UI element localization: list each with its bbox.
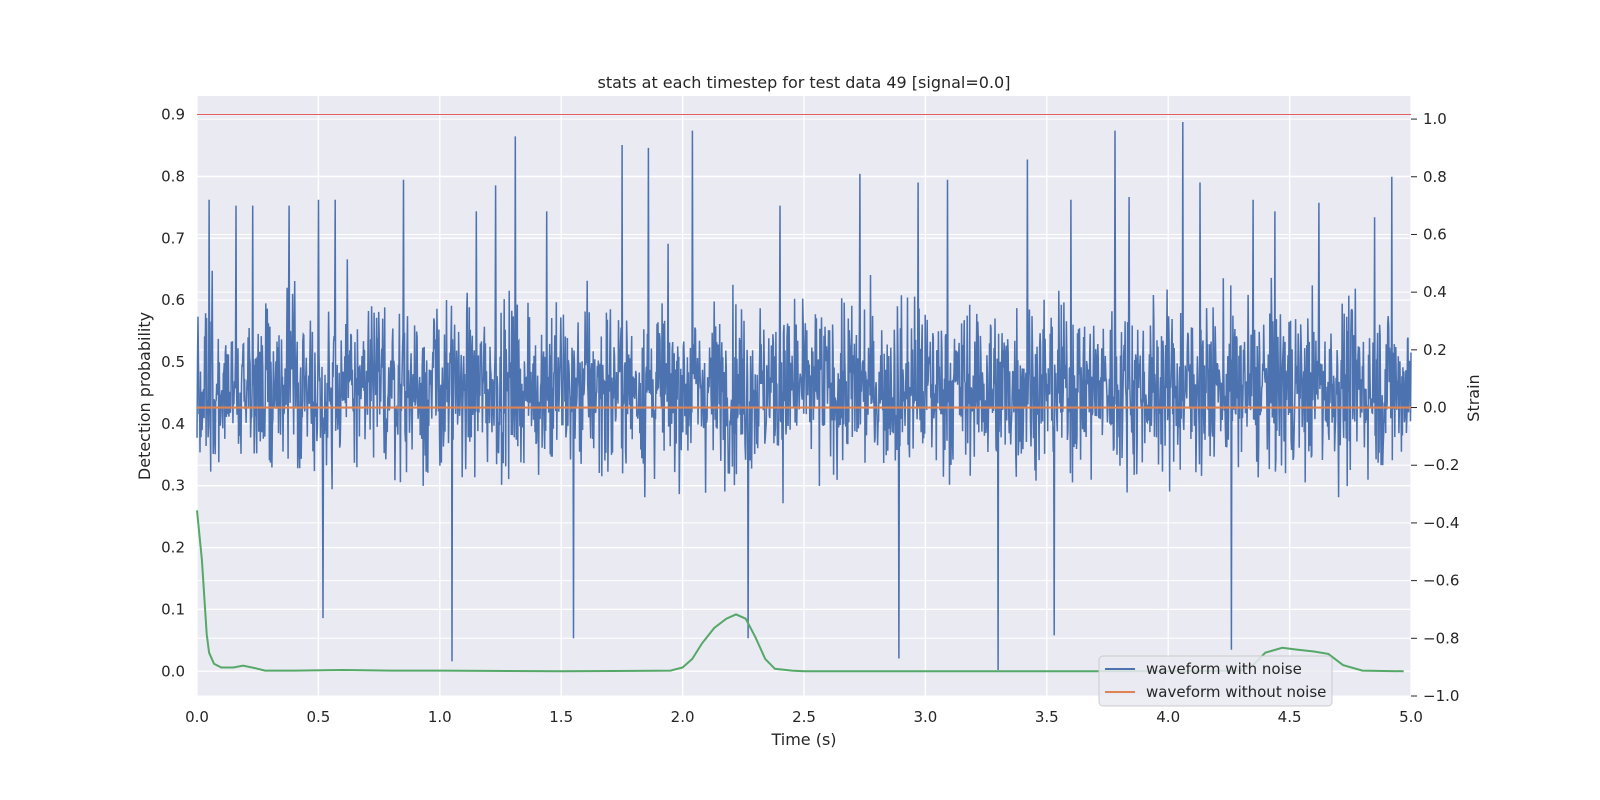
y-tick-label: 0.0 <box>161 662 185 680</box>
x-tick-label: 3.5 <box>1035 708 1059 726</box>
legend-label-noisy: waveform with noise <box>1146 660 1302 678</box>
y-tick-label: 0.3 <box>161 477 185 495</box>
y-tick-label: 0.6 <box>161 291 185 309</box>
y-tick-label: 0.5 <box>161 353 185 371</box>
legend-label-clean: waveform without noise <box>1146 683 1326 701</box>
y-tick-label: 0.4 <box>161 415 185 433</box>
y2-tick-label: 0.0 <box>1423 399 1447 417</box>
y-tick-label: 0.7 <box>161 229 185 247</box>
y-axis-label: Detection probability <box>135 312 154 480</box>
x-axis-ticks: 0.0 0.5 1.0 1.5 2.0 2.5 3.0 3.5 4.0 4.5 5.0 <box>185 708 1423 726</box>
y2-tick-label: 0.6 <box>1423 225 1447 243</box>
x-tick-label: 2.0 <box>671 708 695 726</box>
y-tick-label: 0.8 <box>161 167 185 185</box>
x-tick-label: 1.0 <box>428 708 452 726</box>
x-tick-label: 3.0 <box>913 708 937 726</box>
y-tick-label: 0.1 <box>161 600 185 618</box>
probability-line <box>196 510 1404 673</box>
y-tick-label: 0.9 <box>161 106 185 124</box>
y2-tick-label: 0.2 <box>1423 341 1447 359</box>
x-tick-label: 4.0 <box>1156 708 1180 726</box>
x-tick-label: 0.0 <box>185 708 209 726</box>
x-tick-label: 2.5 <box>792 708 816 726</box>
series-detection-probability <box>196 510 1404 673</box>
x-tick-label: 5.0 <box>1399 708 1423 726</box>
y2-tick-label: −0.4 <box>1423 514 1459 532</box>
y2-axis-label: Strain <box>1464 374 1483 421</box>
x-tick-label: 4.5 <box>1278 708 1302 726</box>
y2-tick-label: −0.6 <box>1423 572 1459 590</box>
legend-box <box>1098 655 1333 707</box>
x-axis-label: Time (s) <box>770 730 836 749</box>
y2-axis-ticks: 1.0 0.8 0.6 0.4 0.2 0.0 −0.2 −0.4 −0.6 −0.8 −1.0 <box>1411 110 1459 705</box>
y-tick-label: 0.2 <box>161 539 185 557</box>
x-tick-label: 0.5 <box>306 708 330 726</box>
legend: waveform with noise waveform without noi… <box>1098 655 1333 707</box>
noisy-waveform-line <box>196 121 1412 671</box>
series-waveform-with-noise <box>196 121 1412 671</box>
chart-title: stats at each timestep for test data 49 … <box>598 73 1011 92</box>
y-axis-ticks: 0.0 0.1 0.2 0.3 0.4 0.5 0.6 0.7 0.8 0.9 <box>161 106 185 681</box>
y2-tick-label: 0.8 <box>1423 168 1447 186</box>
y2-tick-label: −1.0 <box>1423 687 1459 705</box>
y2-tick-label: −0.2 <box>1423 456 1459 474</box>
y2-tick-label: 0.4 <box>1423 283 1447 301</box>
y2-tick-label: −0.8 <box>1423 629 1459 647</box>
y2-tick-label: 1.0 <box>1423 110 1447 128</box>
x-tick-label: 1.5 <box>549 708 573 726</box>
